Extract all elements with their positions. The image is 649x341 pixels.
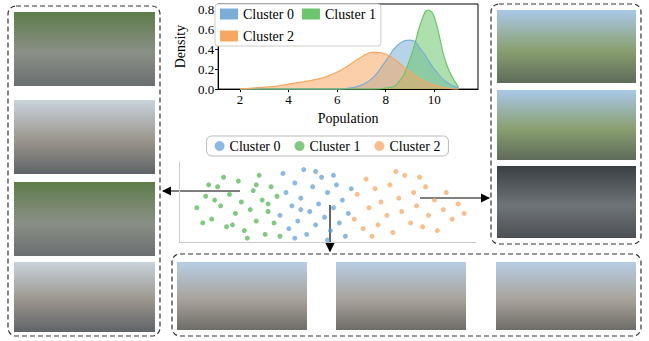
svg-text:Population: Population: [318, 111, 379, 126]
svg-text:6: 6: [334, 92, 341, 107]
svg-text:4: 4: [285, 92, 292, 107]
svg-text:0.0: 0.0: [198, 82, 214, 97]
svg-text:0.6: 0.6: [198, 22, 215, 37]
svg-text:0.8: 0.8: [198, 2, 214, 17]
svg-text:Cluster 2: Cluster 2: [243, 29, 294, 44]
svg-text:Cluster 1: Cluster 1: [325, 7, 376, 22]
svg-text:Cluster 0: Cluster 0: [230, 139, 281, 154]
svg-text:0.4: 0.4: [198, 42, 215, 57]
svg-text:8: 8: [382, 92, 389, 107]
svg-text:Density: Density: [173, 25, 188, 69]
svg-text:2: 2: [237, 92, 244, 107]
svg-text:Cluster 0: Cluster 0: [243, 7, 294, 22]
svg-text:0.2: 0.2: [198, 62, 214, 77]
svg-text:Cluster 1: Cluster 1: [310, 139, 361, 154]
svg-text:Cluster 2: Cluster 2: [389, 139, 440, 154]
svg-text:10: 10: [428, 92, 441, 107]
